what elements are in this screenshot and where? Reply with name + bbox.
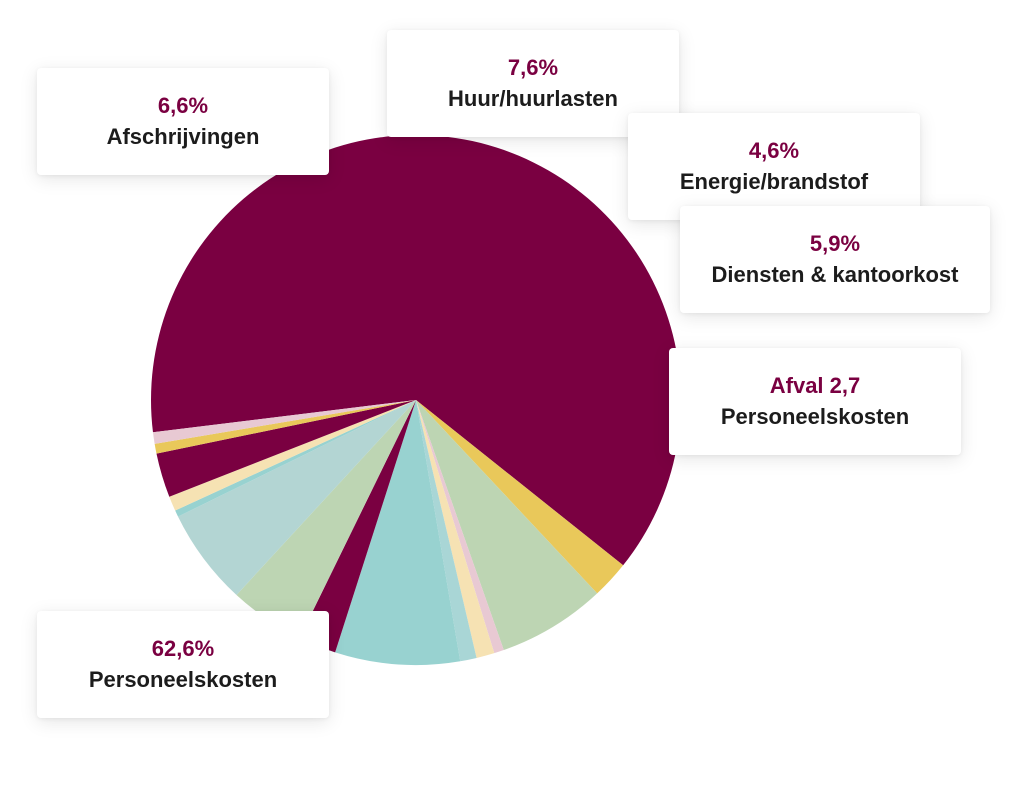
callout-energie: 4,6% Energie/brandstof bbox=[628, 113, 920, 220]
pie-slice-5 bbox=[416, 400, 477, 662]
pie-slice-9 bbox=[178, 400, 416, 595]
pie-slice-1 bbox=[416, 400, 624, 594]
slice-label-name: Huur/huurlasten bbox=[448, 85, 618, 111]
pie-slice-8 bbox=[236, 400, 416, 639]
slice-label-name: Personeelskosten bbox=[88, 666, 278, 692]
callout-afval: Afval 2,7 Personeelskosten bbox=[669, 348, 961, 455]
slice-label-pct: 6,6% bbox=[157, 92, 209, 118]
callout-personeelskosten: 62,6% Personeelskosten bbox=[37, 611, 329, 718]
pie-slice-2 bbox=[416, 400, 598, 651]
pie-slice-11 bbox=[169, 400, 416, 511]
pie-slice-7 bbox=[299, 400, 416, 653]
callout-afschrijvingen: 6,6% Afschrijvingen bbox=[37, 68, 329, 175]
slice-label-pct: 4,6% bbox=[748, 137, 800, 163]
pie-slice-3 bbox=[416, 400, 504, 654]
slice-label-name: Afschrijvingen bbox=[106, 123, 260, 149]
pie-slice-4 bbox=[416, 400, 495, 658]
slice-label-pct: 7,6% bbox=[507, 54, 559, 80]
slice-label-pct: 62,6% bbox=[151, 635, 215, 661]
slice-label-name: Energie/brandstof bbox=[679, 168, 869, 194]
pie-slice-13 bbox=[154, 400, 416, 454]
pie-slices bbox=[151, 134, 682, 666]
callout-diensten: 5,9% Diensten & kantoorkost bbox=[680, 206, 990, 313]
pie-slice-10 bbox=[175, 400, 416, 517]
pie-slice-14 bbox=[152, 400, 417, 444]
slice-label-pct: 5,9% bbox=[809, 230, 861, 256]
pie-slice-12 bbox=[156, 400, 417, 497]
slice-label-name: Diensten & kantoorkost bbox=[711, 261, 959, 287]
pie-slice-0 bbox=[151, 134, 682, 566]
pie-slice-6 bbox=[335, 400, 461, 666]
slice-label-name: Personeelskosten bbox=[720, 403, 910, 429]
slice-label-pct: Afval 2,7 bbox=[769, 372, 861, 398]
